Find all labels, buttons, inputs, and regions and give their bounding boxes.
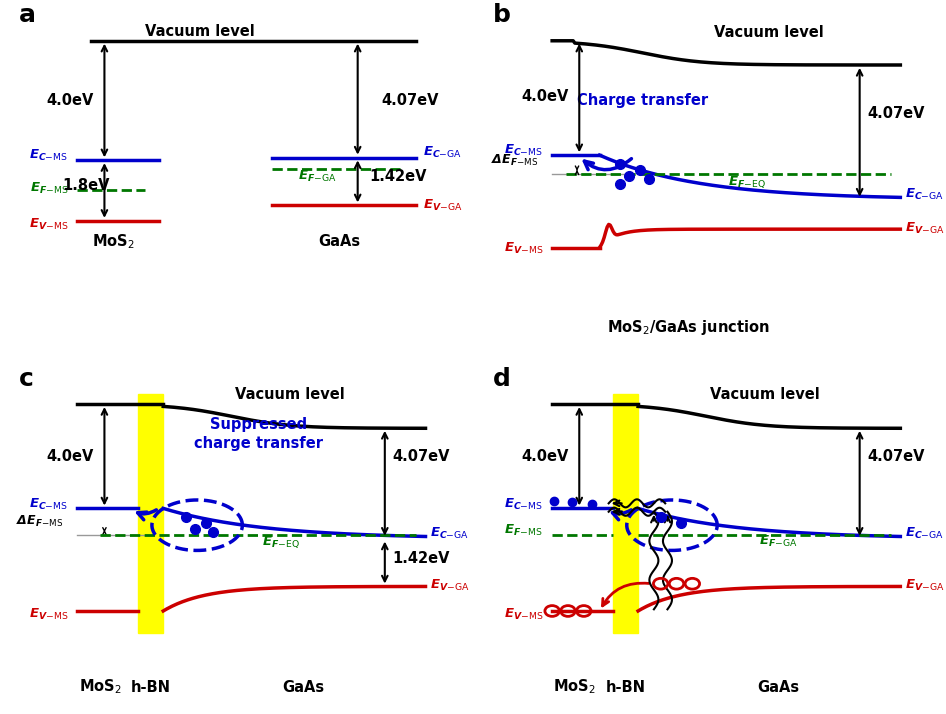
Text: Vacuum level: Vacuum level xyxy=(235,387,344,402)
Text: $\bfit{E}_{C\rm{-}MS}$: $\bfit{E}_{C\rm{-}MS}$ xyxy=(29,498,68,513)
Text: GaAs: GaAs xyxy=(319,234,360,249)
Text: c: c xyxy=(19,366,33,391)
Text: 4.07eV: 4.07eV xyxy=(381,93,438,108)
Text: 4.0eV: 4.0eV xyxy=(521,449,569,464)
Text: $\bfit{E}_{V\rm{-}GA}$: $\bfit{E}_{V\rm{-}GA}$ xyxy=(423,198,463,213)
Text: 4.0eV: 4.0eV xyxy=(46,449,95,464)
Text: MoS$_2$: MoS$_2$ xyxy=(553,678,596,696)
Text: $\bfit{E}_{F\rm{-}MS}$: $\bfit{E}_{F\rm{-}MS}$ xyxy=(504,523,543,538)
Text: $\bfit{E}_{F\rm{-}EQ}$: $\bfit{E}_{F\rm{-}EQ}$ xyxy=(727,174,765,189)
Bar xyxy=(138,394,164,633)
Text: $\bfit{E}_{V\rm{-}MS}$: $\bfit{E}_{V\rm{-}MS}$ xyxy=(503,607,543,622)
Text: d: d xyxy=(494,366,511,391)
Text: 1.42eV: 1.42eV xyxy=(370,169,428,184)
Text: $\bfit{E}_{V\rm{-}GA}$: $\bfit{E}_{V\rm{-}GA}$ xyxy=(430,578,469,593)
Text: $\bfit{\Delta E}_{F\rm{-}MS}$: $\bfit{\Delta E}_{F\rm{-}MS}$ xyxy=(491,153,538,168)
Text: $\bfit{E}_{F\rm{-}GA}$: $\bfit{E}_{F\rm{-}GA}$ xyxy=(298,169,337,184)
Text: $\bfit{E}_{C\rm{-}MS}$: $\bfit{E}_{C\rm{-}MS}$ xyxy=(29,148,68,163)
Text: 4.0eV: 4.0eV xyxy=(46,93,95,108)
Text: $\bfit{E}_{C\rm{-}MS}$: $\bfit{E}_{C\rm{-}MS}$ xyxy=(504,143,543,158)
Text: Vacuum level: Vacuum level xyxy=(710,387,819,402)
Text: $\bfit{E}_{V\rm{-}MS}$: $\bfit{E}_{V\rm{-}MS}$ xyxy=(28,217,68,232)
Text: $\bfit{E}_{C\rm{-}GA}$: $\bfit{E}_{C\rm{-}GA}$ xyxy=(430,526,469,541)
Text: GaAs: GaAs xyxy=(757,680,799,695)
Text: Vacuum level: Vacuum level xyxy=(714,26,824,41)
Text: $\bfit{E}_{F\rm{-}GA}$: $\bfit{E}_{F\rm{-}GA}$ xyxy=(759,534,797,550)
Text: $\bfit{E}_{C\rm{-}GA}$: $\bfit{E}_{C\rm{-}GA}$ xyxy=(905,526,944,541)
Text: MoS$_2$: MoS$_2$ xyxy=(92,232,135,251)
Text: b: b xyxy=(494,4,511,27)
Text: $\bfit{\Delta E}_{F\rm{-}MS}$: $\bfit{\Delta E}_{F\rm{-}MS}$ xyxy=(16,514,63,529)
Text: 1.42eV: 1.42eV xyxy=(393,551,449,566)
Text: Vacuum level: Vacuum level xyxy=(145,24,254,39)
Text: $\bfit{E}_{V\rm{-}MS}$: $\bfit{E}_{V\rm{-}MS}$ xyxy=(503,241,543,256)
Text: $\bfit{E}_{C\rm{-}GA}$: $\bfit{E}_{C\rm{-}GA}$ xyxy=(423,145,463,160)
Text: $\bfit{E}_{V\rm{-}GA}$: $\bfit{E}_{V\rm{-}GA}$ xyxy=(905,578,944,593)
Text: $\bfit{E}_{F\rm{-}MS}$: $\bfit{E}_{F\rm{-}MS}$ xyxy=(29,181,68,196)
Text: 4.0eV: 4.0eV xyxy=(521,89,569,104)
Text: $\bfit{E}_{V\rm{-}MS}$: $\bfit{E}_{V\rm{-}MS}$ xyxy=(28,607,68,622)
Text: 4.07eV: 4.07eV xyxy=(393,449,449,464)
Text: h-BN: h-BN xyxy=(131,680,171,695)
Text: $\bfit{E}_{F\rm{-}EQ}$: $\bfit{E}_{F\rm{-}EQ}$ xyxy=(262,535,300,550)
Text: $\bfit{E}_{C\rm{-}GA}$: $\bfit{E}_{C\rm{-}GA}$ xyxy=(905,187,944,202)
Text: $\bfit{E}_{C\rm{-}MS}$: $\bfit{E}_{C\rm{-}MS}$ xyxy=(504,498,543,513)
Text: $\bfit{E}_{V\rm{-}GA}$: $\bfit{E}_{V\rm{-}GA}$ xyxy=(905,221,944,236)
Text: MoS$_2$/GaAs junction: MoS$_2$/GaAs junction xyxy=(606,318,769,337)
Text: MoS$_2$: MoS$_2$ xyxy=(79,678,121,696)
Text: 4.07eV: 4.07eV xyxy=(867,449,924,464)
Bar xyxy=(613,394,638,633)
Text: 1.8eV: 1.8eV xyxy=(62,178,110,193)
Text: 4.07eV: 4.07eV xyxy=(867,106,924,121)
Text: h-BN: h-BN xyxy=(605,680,646,695)
Text: Suppressed
charge transfer: Suppressed charge transfer xyxy=(194,417,323,451)
Text: Charge transfer: Charge transfer xyxy=(577,93,709,108)
Text: a: a xyxy=(19,4,36,27)
Text: GaAs: GaAs xyxy=(282,680,324,695)
